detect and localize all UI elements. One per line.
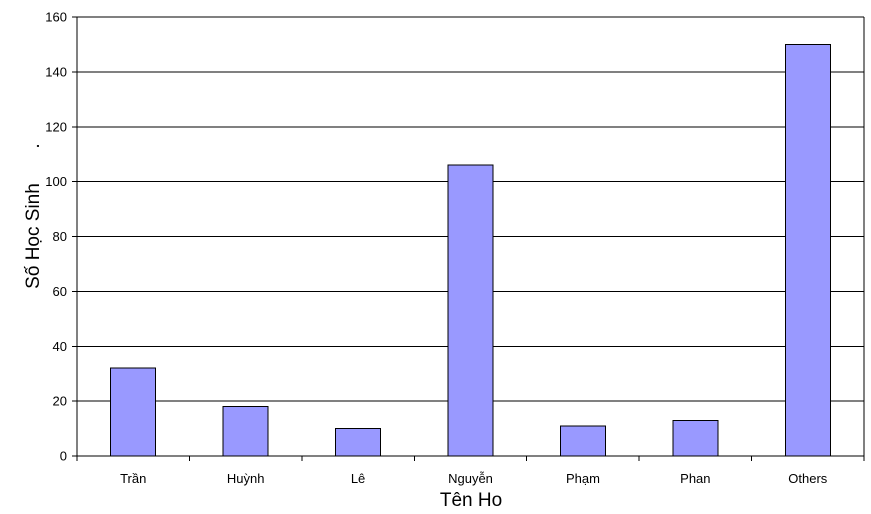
tick-labels: 0 20 40 60 80 100 120 140 160 Trần Huỳnh Lê Nguyễn Ph…	[45, 10, 827, 487]
x-tick-label: Nguyễn	[448, 471, 493, 486]
y-axis-title: Số Học Sinh	[23, 183, 44, 289]
y-tick-label: 0	[60, 449, 67, 464]
x-tick-label: Trần	[120, 471, 146, 486]
y-axis-title-mark: .	[23, 143, 44, 148]
bar	[222, 406, 269, 457]
x-tick-label: Huỳnh	[227, 471, 265, 486]
x-axis-title: Tên Ho	[440, 490, 502, 511]
y-tick-label: 140	[45, 64, 67, 79]
y-tick-label: 60	[53, 284, 67, 299]
bar	[784, 43, 831, 457]
x-tick-label: Phạm	[566, 471, 600, 486]
bar	[559, 425, 606, 457]
y-tick-label: 40	[53, 339, 67, 354]
y-tick-label: 100	[45, 174, 67, 189]
y-tick-label: 120	[45, 119, 67, 134]
y-tick-label: 20	[53, 394, 67, 409]
x-tick-label: Phan	[680, 471, 710, 486]
y-tick-label: 80	[53, 229, 67, 244]
x-tick-label: Lê	[351, 471, 365, 486]
bars	[110, 43, 831, 457]
bar	[110, 367, 157, 457]
bar	[672, 419, 719, 457]
bar	[447, 164, 494, 457]
axes	[72, 16, 865, 461]
bar	[335, 428, 382, 457]
x-tick-label: Others	[788, 471, 828, 486]
y-tick-label: 160	[45, 10, 67, 25]
